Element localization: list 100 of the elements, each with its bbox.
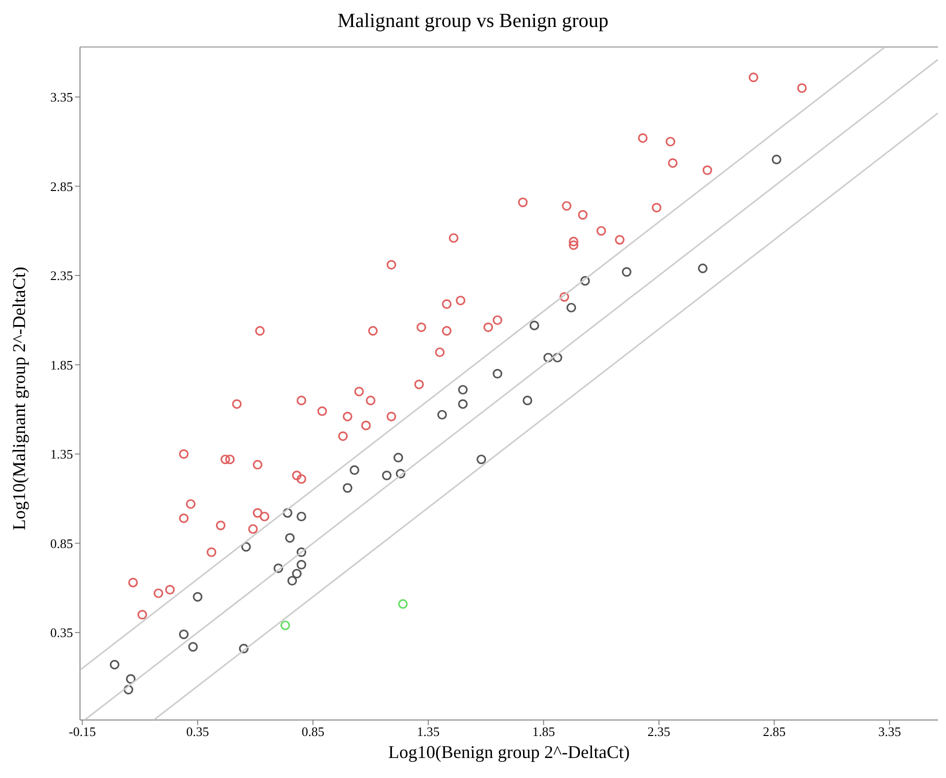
point bbox=[178, 630, 189, 640]
point bbox=[241, 542, 251, 552]
y-tick-label: 0.35 bbox=[50, 625, 73, 640]
point bbox=[128, 578, 138, 588]
point bbox=[338, 431, 348, 441]
point bbox=[126, 674, 136, 684]
point bbox=[476, 454, 486, 464]
x-tick-label: -0.15 bbox=[68, 724, 96, 740]
point bbox=[232, 399, 242, 409]
point bbox=[560, 292, 570, 302]
point bbox=[296, 396, 306, 406]
point bbox=[492, 368, 502, 378]
point bbox=[386, 260, 396, 270]
point bbox=[398, 599, 408, 609]
point bbox=[350, 465, 360, 475]
point bbox=[188, 642, 198, 652]
point bbox=[296, 512, 306, 522]
point bbox=[274, 563, 284, 574]
y-tick-label: 1.35 bbox=[50, 446, 73, 462]
point bbox=[442, 299, 452, 309]
point bbox=[296, 547, 306, 557]
point bbox=[296, 474, 306, 484]
point bbox=[522, 396, 532, 406]
point bbox=[442, 326, 452, 336]
point bbox=[252, 460, 262, 470]
point bbox=[186, 499, 196, 509]
x-tick-label: 3.35 bbox=[878, 724, 901, 740]
point bbox=[354, 386, 364, 396]
point bbox=[698, 264, 708, 274]
point bbox=[178, 449, 189, 459]
point bbox=[530, 320, 540, 330]
point bbox=[296, 560, 306, 570]
point bbox=[483, 322, 494, 332]
point bbox=[248, 524, 258, 534]
y-tick-label: 3.35 bbox=[50, 90, 73, 105]
point bbox=[317, 406, 327, 416]
point bbox=[282, 508, 292, 518]
point bbox=[137, 610, 148, 620]
point bbox=[255, 326, 265, 336]
point bbox=[124, 684, 134, 694]
point bbox=[287, 576, 297, 586]
point bbox=[280, 620, 290, 630]
point bbox=[165, 584, 175, 594]
point bbox=[797, 83, 807, 93]
x-tick-label: 1.85 bbox=[532, 724, 555, 740]
point bbox=[225, 454, 235, 464]
point bbox=[622, 267, 632, 277]
point bbox=[285, 533, 295, 543]
point bbox=[772, 154, 782, 164]
point bbox=[154, 588, 164, 598]
point bbox=[260, 512, 270, 522]
point bbox=[368, 326, 378, 336]
point bbox=[596, 226, 606, 236]
point bbox=[292, 568, 302, 578]
point bbox=[562, 201, 572, 211]
point bbox=[614, 234, 625, 245]
y-tick-label: 2.35 bbox=[50, 268, 73, 284]
point bbox=[435, 347, 445, 358]
point bbox=[414, 380, 424, 390]
point bbox=[492, 315, 502, 325]
point bbox=[578, 210, 588, 220]
y-tick-label: 2.85 bbox=[50, 178, 73, 194]
point bbox=[292, 470, 302, 480]
x-tick-label: 2.85 bbox=[762, 724, 786, 740]
point bbox=[382, 470, 392, 480]
point bbox=[192, 592, 202, 602]
y-tick-label: 1.85 bbox=[50, 357, 73, 372]
point bbox=[518, 198, 528, 208]
chart-title: Malignant group vs Benign group bbox=[336, 10, 610, 33]
x-tick-label: 0.85 bbox=[302, 724, 324, 740]
point bbox=[568, 240, 578, 250]
point bbox=[566, 302, 576, 312]
point bbox=[666, 136, 676, 146]
point bbox=[110, 660, 120, 670]
point bbox=[580, 276, 590, 286]
point bbox=[416, 322, 426, 332]
point bbox=[652, 202, 662, 212]
x-axis-title: Log10(Benign group 2^-DeltaCt) bbox=[387, 742, 631, 763]
point bbox=[702, 165, 712, 175]
y-axis-title: Log10(Malignant group 2^-DeltaCt) bbox=[10, 266, 30, 530]
point bbox=[668, 158, 678, 168]
point bbox=[386, 412, 396, 422]
point bbox=[437, 410, 447, 420]
x-tick-label: 2.35 bbox=[648, 724, 670, 740]
point bbox=[393, 452, 404, 462]
point bbox=[252, 508, 262, 518]
point bbox=[552, 352, 562, 362]
point bbox=[448, 233, 458, 243]
point bbox=[396, 468, 406, 478]
point bbox=[458, 399, 468, 409]
point bbox=[342, 483, 352, 493]
point bbox=[638, 133, 648, 143]
point bbox=[216, 520, 226, 530]
point bbox=[456, 296, 466, 306]
point bbox=[568, 236, 578, 246]
point bbox=[543, 352, 554, 362]
y-tick-label: 0.85 bbox=[50, 536, 73, 551]
point bbox=[238, 644, 249, 654]
point bbox=[458, 384, 468, 395]
point bbox=[342, 412, 352, 422]
